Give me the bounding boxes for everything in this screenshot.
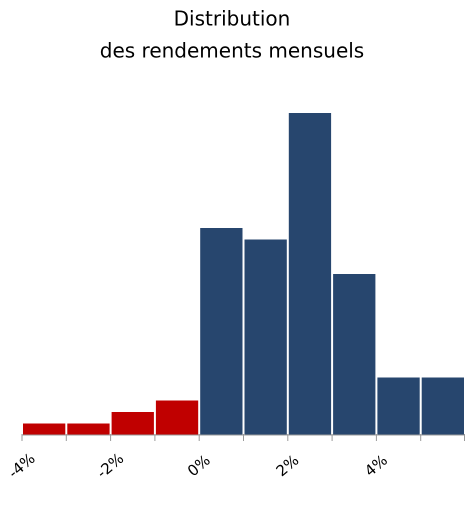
x-tick-label: 0% [184,451,214,480]
bar [288,113,332,435]
bar [155,400,199,435]
bar [200,228,243,435]
bar [377,377,420,435]
bar [333,274,376,435]
bar [111,412,154,435]
x-tick-label: 4% [361,451,391,480]
bar [23,423,66,435]
x-tick-label: -2% [93,449,127,482]
x-tick-label: -4% [5,449,39,482]
chart-title: des rendements mensuels [100,39,364,63]
chart-title: Distribution [174,7,291,31]
x-tick-label: 2% [273,451,303,480]
bar [244,239,287,435]
bar [421,377,464,435]
bar [67,423,110,435]
